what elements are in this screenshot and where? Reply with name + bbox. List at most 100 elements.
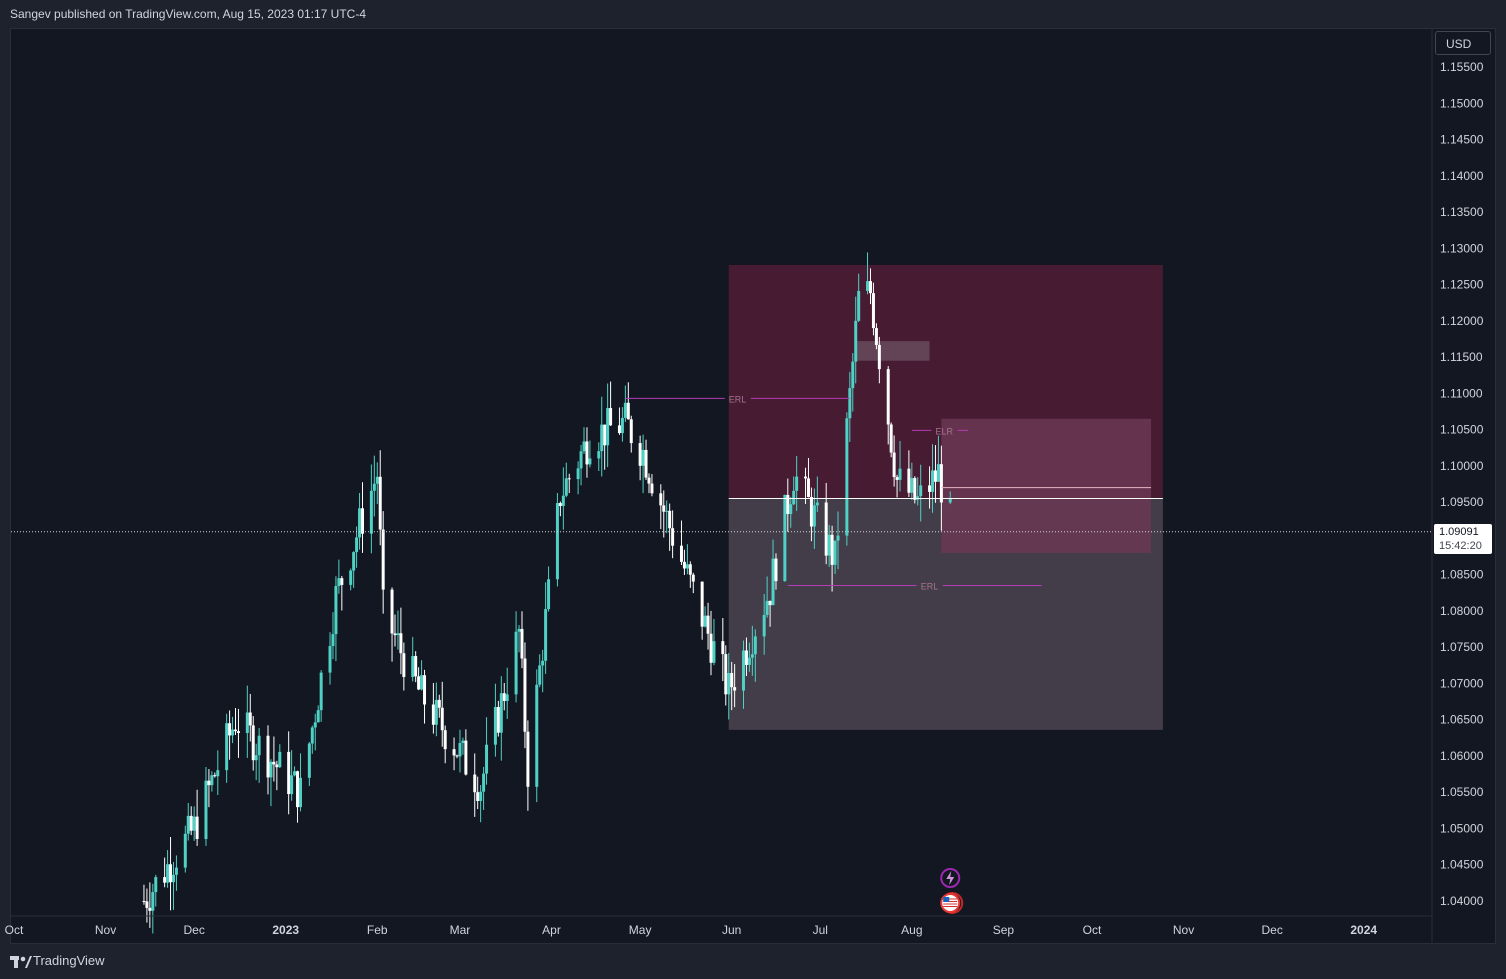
candle-body [682,561,686,569]
candle-body [874,328,878,345]
candle-body [254,755,258,761]
candle-body [535,684,539,787]
candle-body [204,780,208,839]
candle-body [762,614,766,637]
candle-body [278,751,282,768]
candle-body [603,424,607,446]
candle-body [558,503,562,507]
liquidity-level-label: ELR [935,426,953,436]
candle-body [269,761,273,778]
candle-body [765,600,769,615]
candle-body [319,672,323,711]
candle-body [420,675,424,690]
candle-body [296,771,300,808]
candle-body [287,751,291,795]
candle-body [293,771,297,776]
time-tick-label: Mar [450,923,471,937]
candle-body [493,706,497,745]
candle-body [390,589,394,634]
candle-body [381,529,385,590]
candle-body [228,723,232,736]
tradingview-logo-icon[interactable] [10,954,32,968]
candle-body [310,727,314,744]
candle-body [585,441,589,465]
price-tick-label: 1.11000 [1440,386,1483,400]
candle-body [786,494,790,515]
candle-body [804,476,808,479]
candle-body [576,468,580,480]
candle-body [361,508,365,534]
candle-body [166,864,170,883]
candle-body [375,476,379,484]
candle-body [505,694,509,701]
candle-body [414,656,418,677]
time-tick-label: 2024 [1350,923,1377,937]
candle-body [851,361,855,389]
candle-body [151,892,155,911]
candle-body [626,402,630,420]
price-tick-label: 1.10000 [1440,459,1484,473]
candle-body [473,774,477,793]
price-tick-label: 1.13000 [1440,241,1484,255]
candle-body [936,464,940,482]
price-tick-label: 1.07500 [1440,640,1484,654]
candle-body [561,495,565,507]
price-tick-label: 1.12500 [1440,278,1484,292]
candle-body [629,419,633,444]
candle-body [210,775,214,786]
liquidity-level-label: ERL [729,394,747,404]
candle-body [496,706,500,733]
price-tick-label: 1.04000 [1440,894,1484,908]
candle-body [476,792,480,801]
candle-body [789,504,793,515]
candle-body [871,293,875,329]
candle-body [886,369,890,425]
candle-body [402,653,406,677]
tradingview-brand[interactable]: TradingView [33,953,105,968]
current-price-label: 1.09091 15:42:20 [1434,524,1492,554]
candle-body [440,707,444,731]
price-tick-label: 1.04500 [1440,858,1484,872]
candle-body [709,633,713,663]
candle-body [620,417,624,434]
candle-body [724,654,728,695]
candle-body [774,558,778,582]
candle-body [340,578,344,585]
price-tick-label: 1.11500 [1440,350,1483,364]
candle-body [638,443,642,466]
candle-body [665,510,669,512]
candle-body [771,558,775,606]
time-tick-label: Apr [542,923,561,937]
currency-selector-button[interactable]: USD [1435,31,1491,55]
candle-body [833,540,837,565]
candle-body [768,600,772,606]
candle-body [597,451,601,459]
candle-body [298,777,302,808]
candle-body [727,673,731,695]
candle-body [744,650,748,665]
imbalance-zone [941,418,1152,553]
price-tick-label: 1.08000 [1440,604,1484,618]
us-flag-icon[interactable] [940,893,961,913]
time-tick-label: Feb [367,923,388,937]
candle-body [183,833,187,868]
candle-body [706,615,710,634]
candle-body [809,496,813,527]
candle-body [248,712,252,726]
candle-body [423,675,427,705]
candle-body [482,773,486,792]
candle-body [396,633,400,636]
candle-body [824,502,828,556]
candle-body [458,743,462,757]
candle-body [845,418,849,536]
candle-body [721,641,725,655]
time-tick-label: Oct [1083,923,1102,937]
candle-body [588,458,592,465]
candle-body [452,749,456,756]
candle-body [337,578,341,587]
candle-body [437,699,441,708]
candle-body [245,712,249,733]
candle-body [307,743,311,778]
candle-body [564,478,568,496]
